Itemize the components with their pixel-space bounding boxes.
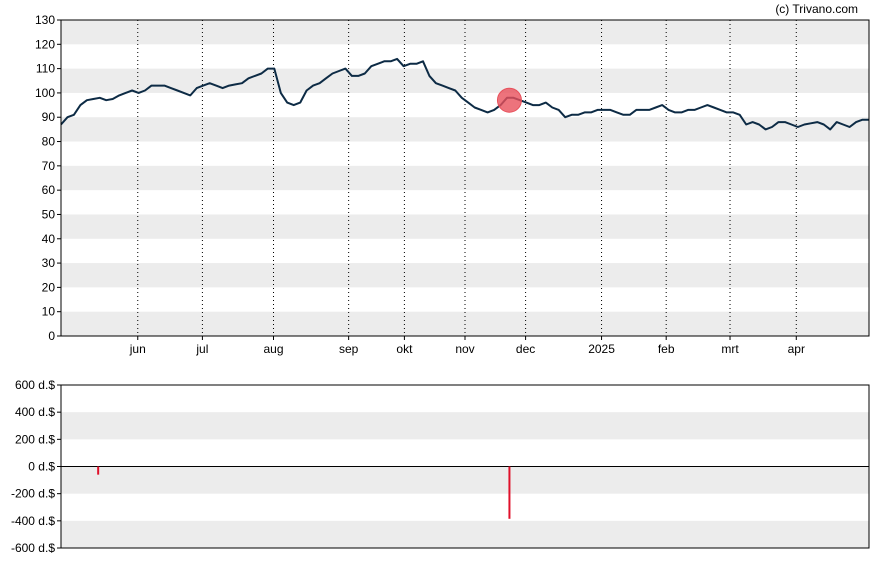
price-y-tick-label: 10 (42, 305, 56, 319)
price-x-tick-label: apr (788, 342, 805, 356)
price-grid-band (61, 117, 869, 142)
price-chart-panel: 0 10 20 30 40 50 60 70 80 90 100 110 120 130 jun jul au… (35, 13, 870, 356)
price-y-tick-label: 80 (42, 135, 56, 149)
price-y-tick-label: 120 (35, 37, 55, 51)
price-y-tick-label: 40 (42, 232, 56, 246)
volume-y-tick-label: 0 d.$ (28, 460, 55, 474)
price-x-tick-label: feb (658, 342, 675, 356)
price-y-tick-label: 50 (42, 207, 56, 221)
volume-y-tick-label: 600 d.$ (15, 378, 55, 392)
price-x-tick-label: sep (339, 342, 359, 356)
copyright-label: (c) Trivano.com (775, 2, 858, 16)
volume-chart-panel: 600 d.$ 400 d.$ 200 d.$ 0 d.$ -200 d.$ -400 d… (11, 378, 870, 555)
volume-chart-frame (60, 384, 870, 549)
price-grid-band (61, 263, 869, 288)
price-x-tick-label: nov (455, 342, 474, 356)
volume-y-tick-label: -200 d.$ (11, 487, 55, 501)
volume-y-tick-label: -600 d.$ (11, 541, 55, 555)
price-y-tick-label: 20 (42, 280, 56, 294)
price-y-tick-label: 70 (42, 159, 56, 173)
volume-grid-band (61, 412, 869, 440)
price-grid-band (61, 214, 869, 239)
price-y-tick-label: 100 (35, 86, 55, 100)
price-grid-band (61, 311, 869, 336)
price-y-tick-label: 30 (42, 256, 56, 270)
price-x-tick-label: mrt (721, 342, 739, 356)
price-chart-frame (60, 19, 870, 337)
volume-y-tick-label: -400 d.$ (11, 514, 55, 528)
price-y-tick-label: 90 (42, 110, 56, 124)
volume-y-tick-label: 400 d.$ (15, 405, 55, 419)
volume-grid-band (61, 520, 869, 548)
price-x-tick-label: 2025 (588, 342, 615, 356)
price-y-tick-label: 130 (35, 13, 55, 27)
volume-y-tick-label: 200 d.$ (15, 432, 55, 446)
price-x-tick-label: dec (516, 342, 535, 356)
price-event-marker (496, 87, 522, 113)
price-series-line (60, 57, 869, 131)
price-x-tick-label: jun (129, 342, 146, 356)
price-y-tick-label: 110 (36, 62, 55, 76)
price-y-tick-label: 0 (48, 329, 55, 343)
price-x-tick-label: jul (195, 342, 208, 356)
price-grid-band (61, 165, 869, 191)
volume-grid-band (61, 466, 869, 494)
price-x-tick-label: okt (396, 342, 413, 356)
price-y-tick-label: 60 (42, 183, 56, 197)
price-x-tick-label: aug (263, 342, 283, 356)
